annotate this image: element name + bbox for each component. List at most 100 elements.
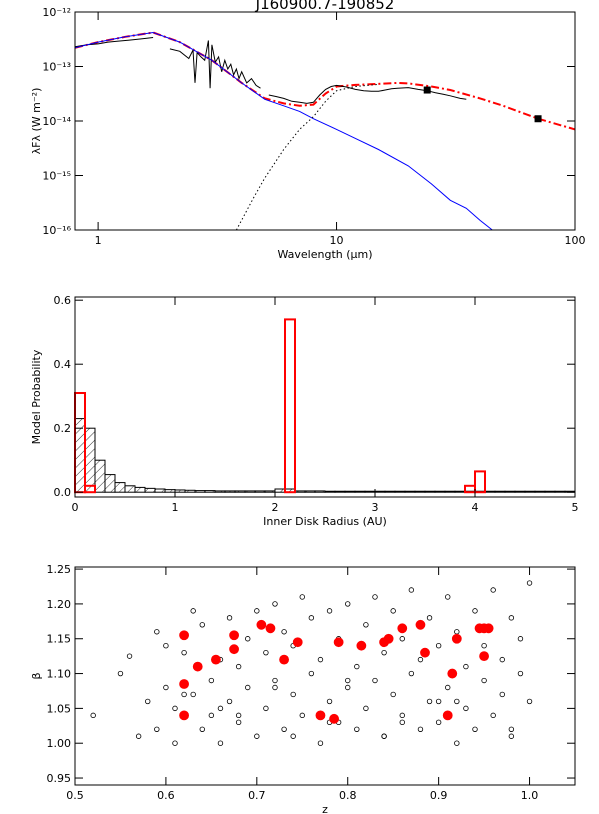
histogram-bar bbox=[134, 486, 146, 493]
scatter-point bbox=[235, 712, 242, 719]
scatter-point bbox=[245, 636, 251, 642]
y-tick-label: 0.6 bbox=[54, 294, 72, 307]
scatter-point bbox=[454, 698, 460, 705]
scatter-point bbox=[208, 712, 215, 719]
chart-title: J160900.7-190852 bbox=[255, 0, 395, 13]
x-tick-label: 0.7 bbox=[248, 789, 266, 802]
x-axis-label: Wavelength (μm) bbox=[277, 248, 372, 261]
y-tick-label: 0.95 bbox=[47, 772, 72, 785]
y-tick-label: 10⁻¹⁴ bbox=[42, 115, 71, 128]
scatter-point bbox=[181, 649, 187, 656]
x-tick-label: 3 bbox=[372, 501, 379, 514]
scatter-point bbox=[451, 633, 462, 644]
scatter-point bbox=[199, 622, 205, 628]
scatter-point bbox=[117, 670, 124, 677]
y-axis-label: λFλ (W m⁻²) bbox=[30, 88, 43, 155]
histogram-bar bbox=[194, 490, 206, 493]
scatter-point bbox=[181, 691, 187, 698]
histogram-bar bbox=[444, 490, 456, 493]
histogram-bar bbox=[74, 418, 86, 493]
scatter-point bbox=[263, 705, 269, 712]
scatter-point bbox=[272, 677, 278, 684]
scatter-point bbox=[354, 726, 360, 732]
scatter-point bbox=[454, 629, 460, 635]
scatter-point bbox=[517, 670, 524, 677]
scatter-point bbox=[435, 719, 442, 726]
histogram-bar bbox=[174, 489, 186, 493]
histogram-bar bbox=[354, 490, 366, 493]
scatter-point bbox=[179, 630, 189, 641]
scatter-point bbox=[508, 615, 515, 621]
scatter-point bbox=[299, 712, 305, 719]
scatter-point bbox=[254, 608, 260, 614]
scatter-point bbox=[317, 740, 324, 746]
scatter-point bbox=[163, 643, 169, 649]
plot-area bbox=[74, 318, 576, 494]
histogram-bar bbox=[404, 490, 416, 493]
scatter-point bbox=[463, 663, 469, 670]
histogram-bar bbox=[214, 490, 226, 493]
y-axis-label: β bbox=[30, 672, 43, 679]
histogram-bar bbox=[254, 490, 266, 493]
scatter-point bbox=[372, 594, 378, 600]
scatter-point bbox=[265, 623, 276, 634]
histogram-bar bbox=[504, 490, 516, 493]
histogram-bar bbox=[524, 490, 536, 493]
histogram-bar bbox=[274, 488, 286, 493]
scatter-point bbox=[217, 705, 224, 712]
scatter-point bbox=[229, 630, 239, 641]
scatter-point bbox=[154, 726, 160, 732]
histogram-bar bbox=[84, 484, 96, 494]
scatter-point bbox=[415, 619, 426, 630]
histogram-bar bbox=[394, 490, 406, 493]
histogram-bar bbox=[104, 474, 116, 493]
scatter-point bbox=[315, 710, 326, 721]
y-tick-label: 10⁻¹⁶ bbox=[42, 224, 71, 237]
scatter-point bbox=[211, 654, 221, 665]
scatter-point bbox=[290, 691, 296, 698]
scatter-point bbox=[445, 594, 451, 600]
x-tick-label: 0.8 bbox=[339, 789, 357, 802]
scatter-point bbox=[435, 643, 442, 649]
histogram-bar bbox=[494, 490, 506, 493]
scatter-point bbox=[472, 726, 478, 732]
scatter-point bbox=[226, 615, 233, 621]
scatter-point bbox=[390, 691, 396, 698]
histogram-bar bbox=[434, 490, 446, 493]
histogram-bar bbox=[314, 490, 326, 493]
plot-area bbox=[75, 31, 575, 230]
scatter-point bbox=[135, 733, 142, 739]
histogram-bar bbox=[384, 490, 396, 493]
histogram-bar bbox=[244, 490, 256, 493]
scatter-point bbox=[363, 622, 369, 628]
scatter-point bbox=[163, 684, 169, 691]
scatter-point bbox=[508, 726, 515, 732]
scatter-point bbox=[308, 615, 315, 621]
histogram-bar bbox=[294, 490, 306, 493]
scatter-point bbox=[172, 705, 178, 712]
histogram-bar bbox=[364, 490, 376, 493]
y-tick-label: 10⁻¹³ bbox=[42, 61, 71, 74]
histogram-bar bbox=[424, 490, 436, 493]
photometry-point bbox=[534, 115, 542, 123]
y-tick-label: 1.05 bbox=[47, 702, 72, 715]
x-axis-label: z bbox=[322, 803, 328, 814]
scatter-point bbox=[179, 710, 189, 721]
sed-line bbox=[75, 31, 493, 230]
scatter-point bbox=[345, 601, 351, 607]
scatter-point bbox=[397, 623, 408, 634]
scatter-point bbox=[447, 668, 458, 679]
scatter-point bbox=[499, 656, 505, 663]
scatter-point bbox=[272, 684, 278, 691]
histogram-bar bbox=[464, 484, 476, 494]
scatter-point bbox=[279, 654, 289, 665]
histogram-bar bbox=[154, 488, 166, 493]
x-axis-label: Inner Disk Radius (AU) bbox=[263, 515, 387, 528]
sed-line bbox=[75, 37, 467, 104]
x-tick-label: 0.5 bbox=[66, 789, 84, 802]
scatter-point bbox=[426, 698, 433, 705]
axes-frame bbox=[74, 296, 576, 498]
x-tick-label: 4 bbox=[472, 501, 479, 514]
y-tick-label: 1.20 bbox=[47, 598, 72, 611]
